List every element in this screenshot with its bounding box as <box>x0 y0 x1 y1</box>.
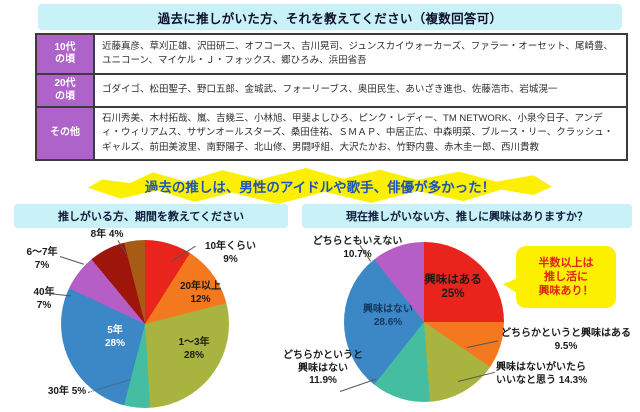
row-names-twenties: ゴダイゴ、松田聖子、野口五郎、金城武、フォーリーブス、奥田民生、あいざき進也、佐… <box>102 84 558 96</box>
duration-pie-chart <box>61 240 229 408</box>
pie-label-8yr: 8年 4% <box>90 229 124 240</box>
pie-label-30yr: 30年 5% <box>47 386 87 397</box>
highlight-text: 過去の推しは、男性のアイドルや歌手、俳優が多かった！ <box>144 180 496 195</box>
pie-label-1-3yr: 1～3年 28% <box>178 337 210 361</box>
table-row: 20代 の頃 ゴダイゴ、松田聖子、野口五郎、金城武、フォーリーブス、奥田民生、あ… <box>37 75 626 108</box>
table-row: 10代 の頃 近藤真彦、草刈正雄、沢田研二、オフコース、吉川晃司、ジュンスカイウ… <box>37 35 626 75</box>
past-favorites-table: 10代 の頃 近藤真彦、草刈正雄、沢田研二、オフコース、吉川晃司、ジュンスカイウ… <box>35 33 628 161</box>
row-header-teens: 10代 の頃 <box>37 35 95 73</box>
callout-tail <box>503 278 518 294</box>
callout-bubble: 半数以上は 推し活に 興味あり！ <box>503 246 616 308</box>
pie-label-somewhat-interested: どちらかというと興味はある 9.5% <box>501 328 631 352</box>
row-header-twenties: 20代 の頃 <box>37 75 95 106</box>
pie-label-6-7yr: 6～7年 7% <box>26 247 58 271</box>
pie-label-10yr: 10年くらい 9% <box>204 241 257 265</box>
pie-label-interested: 興味はある 25% <box>424 274 482 301</box>
pie-label-not-interested: 興味はない 28.6% <box>363 304 413 328</box>
pie-label-somewhat-not: どちらかというと 興味はない 11.9% <box>283 350 363 386</box>
survey-question-header: 過去に推しがいた方、それを教えてください（複数回答可） <box>38 4 622 30</box>
pie-label-20yr-plus: 20年以上 12% <box>179 281 222 305</box>
left-chart-title: 推しがいる方、期間を教えてください <box>14 204 288 228</box>
pie-label-40yr: 40年 7% <box>33 287 55 311</box>
row-names-other: 石川秀美、木村拓哉、嵐、吉幾三、小林旭、甲斐よしひろ、ピンク・レディー、TM N… <box>102 113 614 153</box>
pie-label-5yr: 5年 28% <box>104 325 125 349</box>
row-names-teens: 近藤真彦、草刈正雄、沢田研二、オフコース、吉川晃司、ジュンスカイウォーカーズ、フ… <box>102 40 614 66</box>
right-chart-title: 現在推しがいない方、推しに興味はありますか？ <box>302 204 632 228</box>
highlight-starburst: 過去の推しは、男性のアイドルや歌手、俳優が多かった！ <box>88 168 552 204</box>
pie-label-wish: 興味はないがいたら いいなと思う 14.3% <box>496 362 588 386</box>
callout-text: 半数以上は 推し活に 興味あり！ <box>538 256 594 298</box>
table-row: その他 石川秀美、木村拓哉、嵐、吉幾三、小林旭、甲斐よしひろ、ピンク・レディー、… <box>37 108 626 159</box>
row-header-other: その他 <box>37 108 95 159</box>
interest-pie-chart <box>344 242 504 402</box>
pie-label-neither: どちらともいえない 10.7% <box>312 236 403 260</box>
